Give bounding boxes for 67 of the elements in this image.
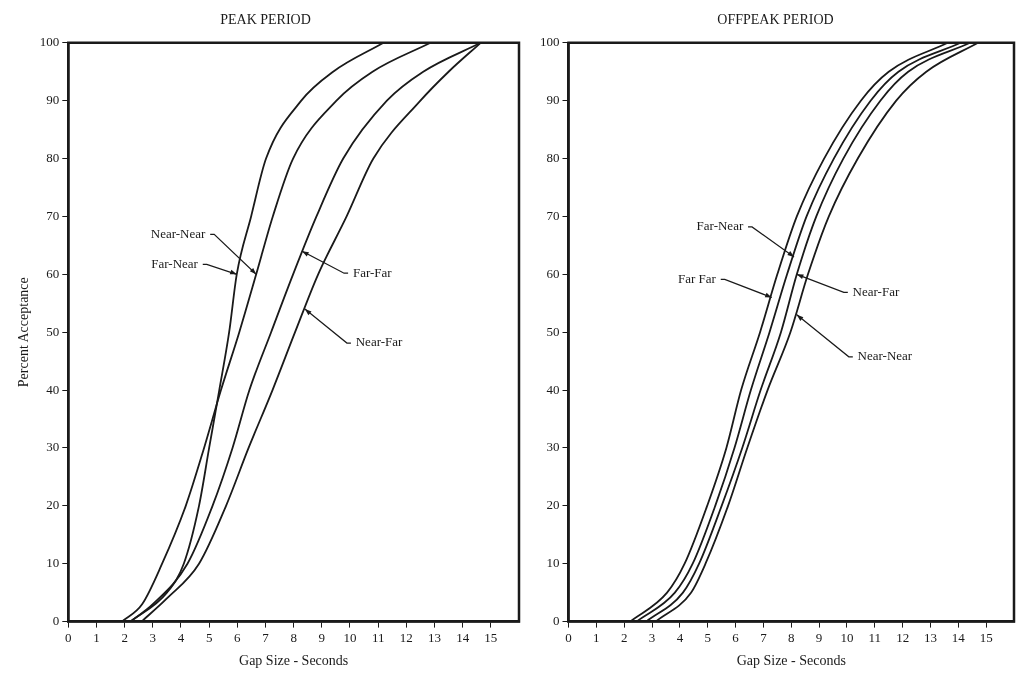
y-tick-label: 80 xyxy=(46,149,60,165)
x-tick-label: 11 xyxy=(868,629,882,645)
x-tick-label: 9 xyxy=(815,629,823,645)
x-tick-label: 1 xyxy=(593,629,600,645)
x-tick-label: 12 xyxy=(399,629,413,645)
x-tick-label: 15 xyxy=(979,629,993,645)
x-tick-label: 11 xyxy=(371,629,385,645)
y-tick-label: 70 xyxy=(46,207,60,223)
annotation: Far Far xyxy=(678,270,717,286)
y-tick-label: 100 xyxy=(540,34,560,50)
x-tick-label: 8 xyxy=(788,629,795,645)
y-tick-label: 100 xyxy=(39,34,60,50)
y-tick-label: 0 xyxy=(553,613,560,629)
x-tick-label: 3 xyxy=(648,629,656,645)
x-tick-label: 2 xyxy=(121,629,128,645)
annotation: Far-Near xyxy=(696,218,744,234)
x-tick-label: 4 xyxy=(676,629,684,645)
x-tick-label: 7 xyxy=(262,629,270,645)
chart-title: OFFPEAK PERIOD xyxy=(717,12,834,28)
x-tick-label: 1 xyxy=(93,629,100,645)
y-tick-label: 50 xyxy=(546,323,560,339)
annotation: Far-Near xyxy=(151,255,199,271)
y-tick-label: 30 xyxy=(46,439,60,455)
x-tick-label: 13 xyxy=(923,629,937,645)
annotation: Near-Near xyxy=(857,348,913,364)
x-tick-label: 13 xyxy=(427,629,441,645)
y-tick-label: 40 xyxy=(546,381,560,397)
annotation: Far-Far xyxy=(352,264,393,280)
x-axis-title: Gap Size - Seconds xyxy=(736,653,846,669)
x-tick-label: 0 xyxy=(65,629,72,645)
y-tick-label: 60 xyxy=(546,265,560,281)
y-tick-label: 20 xyxy=(46,497,60,513)
x-tick-label: 3 xyxy=(149,629,157,645)
x-tick-label: 12 xyxy=(896,629,910,645)
y-tick-label: 70 xyxy=(546,207,560,223)
y-tick-label: 20 xyxy=(546,497,560,513)
x-tick-label: 6 xyxy=(234,629,242,645)
annotation: Near-Far xyxy=(355,334,404,350)
x-tick-label: 10 xyxy=(343,629,357,645)
y-tick-label: 50 xyxy=(46,323,60,339)
y-tick-label: 80 xyxy=(546,149,560,165)
y-axis-title: Percent Acceptance xyxy=(16,277,32,388)
x-axis-title: Gap Size - Seconds xyxy=(239,653,349,669)
x-tick-label: 15 xyxy=(484,629,498,645)
x-tick-label: 7 xyxy=(760,629,768,645)
y-tick-label: 10 xyxy=(46,555,60,571)
annotation: Near-Near xyxy=(150,225,207,241)
y-tick-label: 90 xyxy=(46,92,60,108)
x-tick-label: 8 xyxy=(290,629,297,645)
x-tick-label: 10 xyxy=(840,629,854,645)
y-tick-label: 10 xyxy=(546,555,560,571)
x-tick-label: 5 xyxy=(704,629,711,645)
y-tick-label: 90 xyxy=(546,92,560,108)
x-tick-label: 0 xyxy=(565,629,572,645)
x-tick-label: 4 xyxy=(177,629,185,645)
chart-title: PEAK PERIOD xyxy=(220,12,311,28)
y-tick-label: 30 xyxy=(546,439,560,455)
x-tick-label: 6 xyxy=(732,629,740,645)
x-tick-label: 9 xyxy=(318,629,326,645)
x-tick-label: 2 xyxy=(620,629,628,645)
x-tick-label: 5 xyxy=(205,629,213,645)
y-tick-label: 40 xyxy=(46,381,60,397)
x-tick-label: 14 xyxy=(456,629,470,645)
y-tick-label: 0 xyxy=(52,613,60,629)
annotation: Near-Far xyxy=(852,283,900,299)
y-tick-label: 60 xyxy=(46,265,60,281)
x-tick-label: 14 xyxy=(951,629,966,645)
